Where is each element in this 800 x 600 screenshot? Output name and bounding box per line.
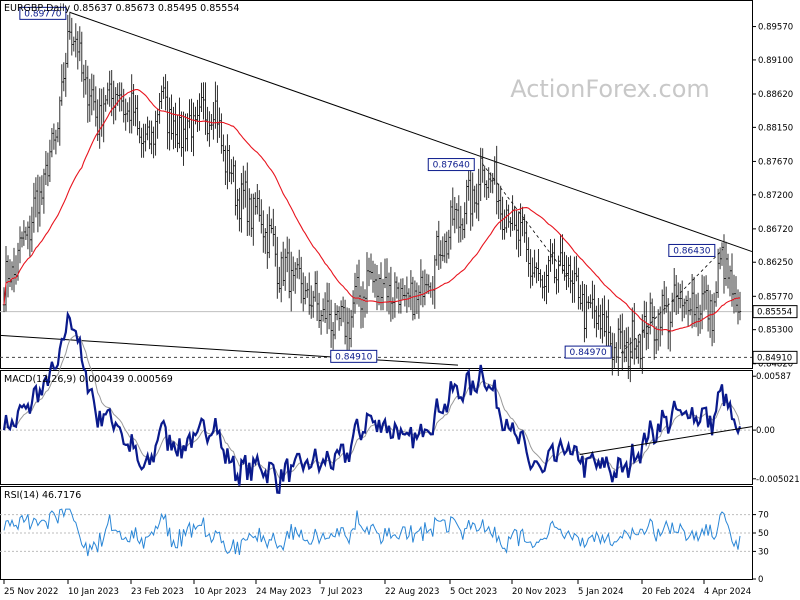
price-panel-frame: [0, 0, 753, 369]
price-header: EURGBP,Daily 0.85637 0.85673 0.85495 0.8…: [4, 3, 239, 14]
macd-tick-label: -0.005021: [756, 475, 800, 485]
annotation-high-apr: 0.86430: [673, 246, 710, 256]
annotation-high-jan: 0.89770: [24, 9, 61, 19]
macd-tick-label: 0.00: [756, 426, 775, 436]
price-tick-label: 0.86250: [758, 258, 793, 268]
annotation-low-jan: 0.84970: [570, 348, 607, 358]
x-tick-label: 20 Nov 2023: [512, 587, 566, 597]
x-tick-label: 5 Oct 2023: [450, 587, 497, 597]
x-tick-label: 25 Nov 2022: [4, 587, 58, 597]
price-tick-label: 0.89570: [758, 23, 793, 33]
rsi-tick-label: 30: [758, 547, 769, 557]
watermark: ActionForex.com: [510, 75, 710, 103]
annotation-box-high-oct: [427, 158, 475, 172]
price-annotations: 0.89770 0.87640 0.86430 0.84910 0.84970: [19, 6, 716, 363]
macd-tick-label: 0.00587: [756, 372, 791, 382]
upper-trendline: [69, 11, 753, 253]
rsi-tick-label: 0: [758, 575, 763, 585]
price-tick-label: 0.88150: [758, 123, 793, 133]
x-tick-label: 10 Apr 2023: [194, 587, 247, 597]
x-tick-label: 4 Apr 2024: [704, 587, 751, 597]
rsi-tick-label: 50: [758, 529, 769, 539]
x-tick-label: 22 Aug 2023: [385, 587, 439, 597]
last-price-label: 0.85554: [757, 308, 792, 318]
annotation-box-low-jan: [564, 345, 612, 359]
price-tick-label: 0.86720: [758, 225, 793, 235]
x-tick-label: 23 Feb 2023: [131, 587, 184, 597]
macd-header: MACD(12,26,9) 0.000439 0.000569: [4, 374, 173, 385]
macd-line: [2, 310, 742, 495]
annotation-box-high-apr: [668, 243, 716, 257]
moving-average: [3, 89, 741, 332]
annotation-high-oct: 0.87640: [433, 161, 470, 171]
price-tick-label: 0.84820: [758, 360, 793, 370]
price-tick-label: 0.87670: [758, 157, 793, 167]
x-tick-label: 24 May 2023: [256, 587, 311, 597]
x-tick-label: 20 Feb 2024: [642, 587, 695, 597]
x-tick-label: 10 Jan 2023: [68, 587, 119, 597]
moving-average-line: [3, 89, 741, 332]
y-axis-ticks: 0.89570 0.89100 0.88620 0.88150 0.87670 0.872…: [752, 23, 800, 585]
x-axis-labels: 25 Nov 2022 10 Jan 2023 23 Feb 2023 10 Apr …: [3, 580, 751, 597]
lower-trendline: [0, 334, 459, 366]
annotation-box-high-jan: [19, 6, 67, 20]
price-tick-label: 0.89100: [758, 56, 793, 66]
price-tick-label: 0.85300: [758, 326, 793, 336]
rsi-header: RSI(14) 46.7176: [4, 490, 81, 501]
price-tick-label: 0.85770: [758, 292, 793, 302]
price-tick-label: 0.88620: [758, 90, 793, 100]
annotation-box-low-jul: [330, 349, 378, 363]
rsi-lines: [0, 508, 752, 557]
support-price-label: 0.84910: [757, 353, 792, 363]
macd-trendline: [579, 426, 753, 455]
last-price-label-box: [752, 305, 798, 319]
macd-lines: [0, 310, 753, 495]
price-tick-label: 0.87200: [758, 191, 793, 201]
x-tick-label: 5 Jan 2024: [578, 587, 624, 597]
support-price-label-box: [752, 350, 798, 364]
rsi-tick-label: 70: [758, 511, 769, 521]
annotation-low-jul: 0.84910: [335, 352, 372, 362]
x-tick-label: 7 Jul 2023: [320, 587, 363, 597]
rsi-line: [3, 508, 741, 557]
